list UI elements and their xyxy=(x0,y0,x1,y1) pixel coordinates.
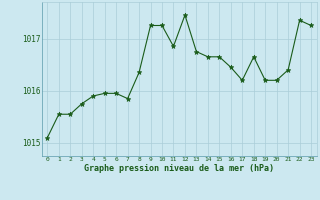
X-axis label: Graphe pression niveau de la mer (hPa): Graphe pression niveau de la mer (hPa) xyxy=(84,164,274,173)
